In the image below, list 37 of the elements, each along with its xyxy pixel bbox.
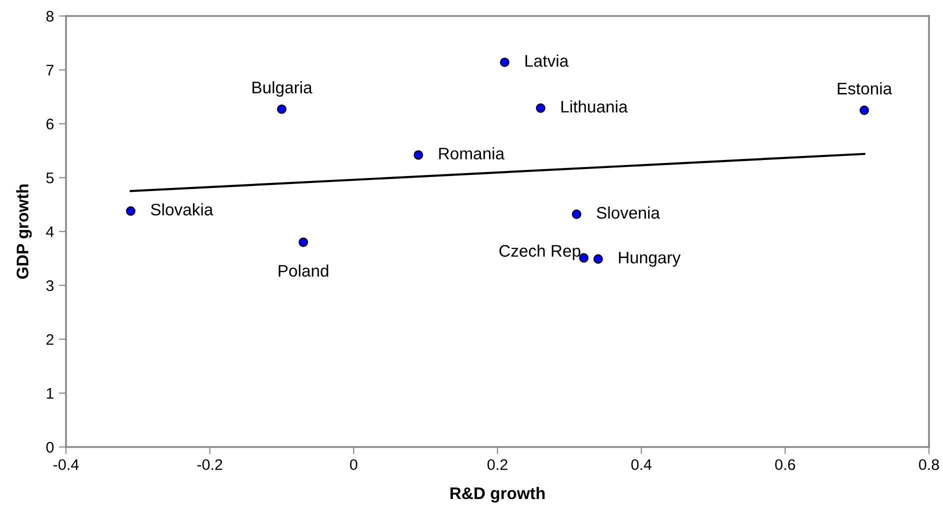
y-tick-label: 0 <box>46 442 54 453</box>
x-tick-label: -0.4 <box>54 459 79 470</box>
x-tick-label: 0.6 <box>775 459 796 470</box>
point <box>126 206 136 216</box>
y-tick-label: 6 <box>46 118 54 130</box>
y-tick-label: 1 <box>46 388 54 399</box>
point <box>414 150 424 160</box>
y-tick-label: 8 <box>46 10 54 22</box>
y-tick-label: 5 <box>46 172 54 184</box>
annotation: Slovakia <box>150 203 214 216</box>
annotation: Poland <box>278 264 328 277</box>
annotation: Latvia <box>526 54 569 67</box>
point <box>500 58 510 68</box>
x-tick-label: -0.2 <box>197 459 222 470</box>
annotation: Czech Rep <box>499 244 580 260</box>
annotation: Slovenia <box>596 206 660 219</box>
point <box>593 254 603 264</box>
annotation: Bulgaria <box>252 81 312 97</box>
x-tick-label: 0.8 <box>918 459 939 470</box>
x-tick-label: 0.2 <box>487 459 508 470</box>
y-tick-label: 7 <box>46 64 54 76</box>
y-tick-label: 4 <box>46 226 54 238</box>
point <box>860 106 869 116</box>
x-tick-label: 0.4 <box>631 459 652 470</box>
y-tick-label: 2 <box>46 334 54 345</box>
point <box>572 210 582 219</box>
annotation: Hungary <box>618 252 681 267</box>
point <box>298 238 308 247</box>
point <box>277 104 286 114</box>
point <box>536 103 546 113</box>
annotation: Lithuania <box>561 100 628 113</box>
x-tick-label: 0 <box>350 459 358 470</box>
x-axis-title: R&D growth <box>450 486 545 503</box>
y-axis-title: GDP growth <box>16 184 32 279</box>
annotation: Estonia <box>838 82 892 94</box>
annotation: Romania <box>439 147 505 160</box>
y-tick-label: 3 <box>46 280 54 292</box>
